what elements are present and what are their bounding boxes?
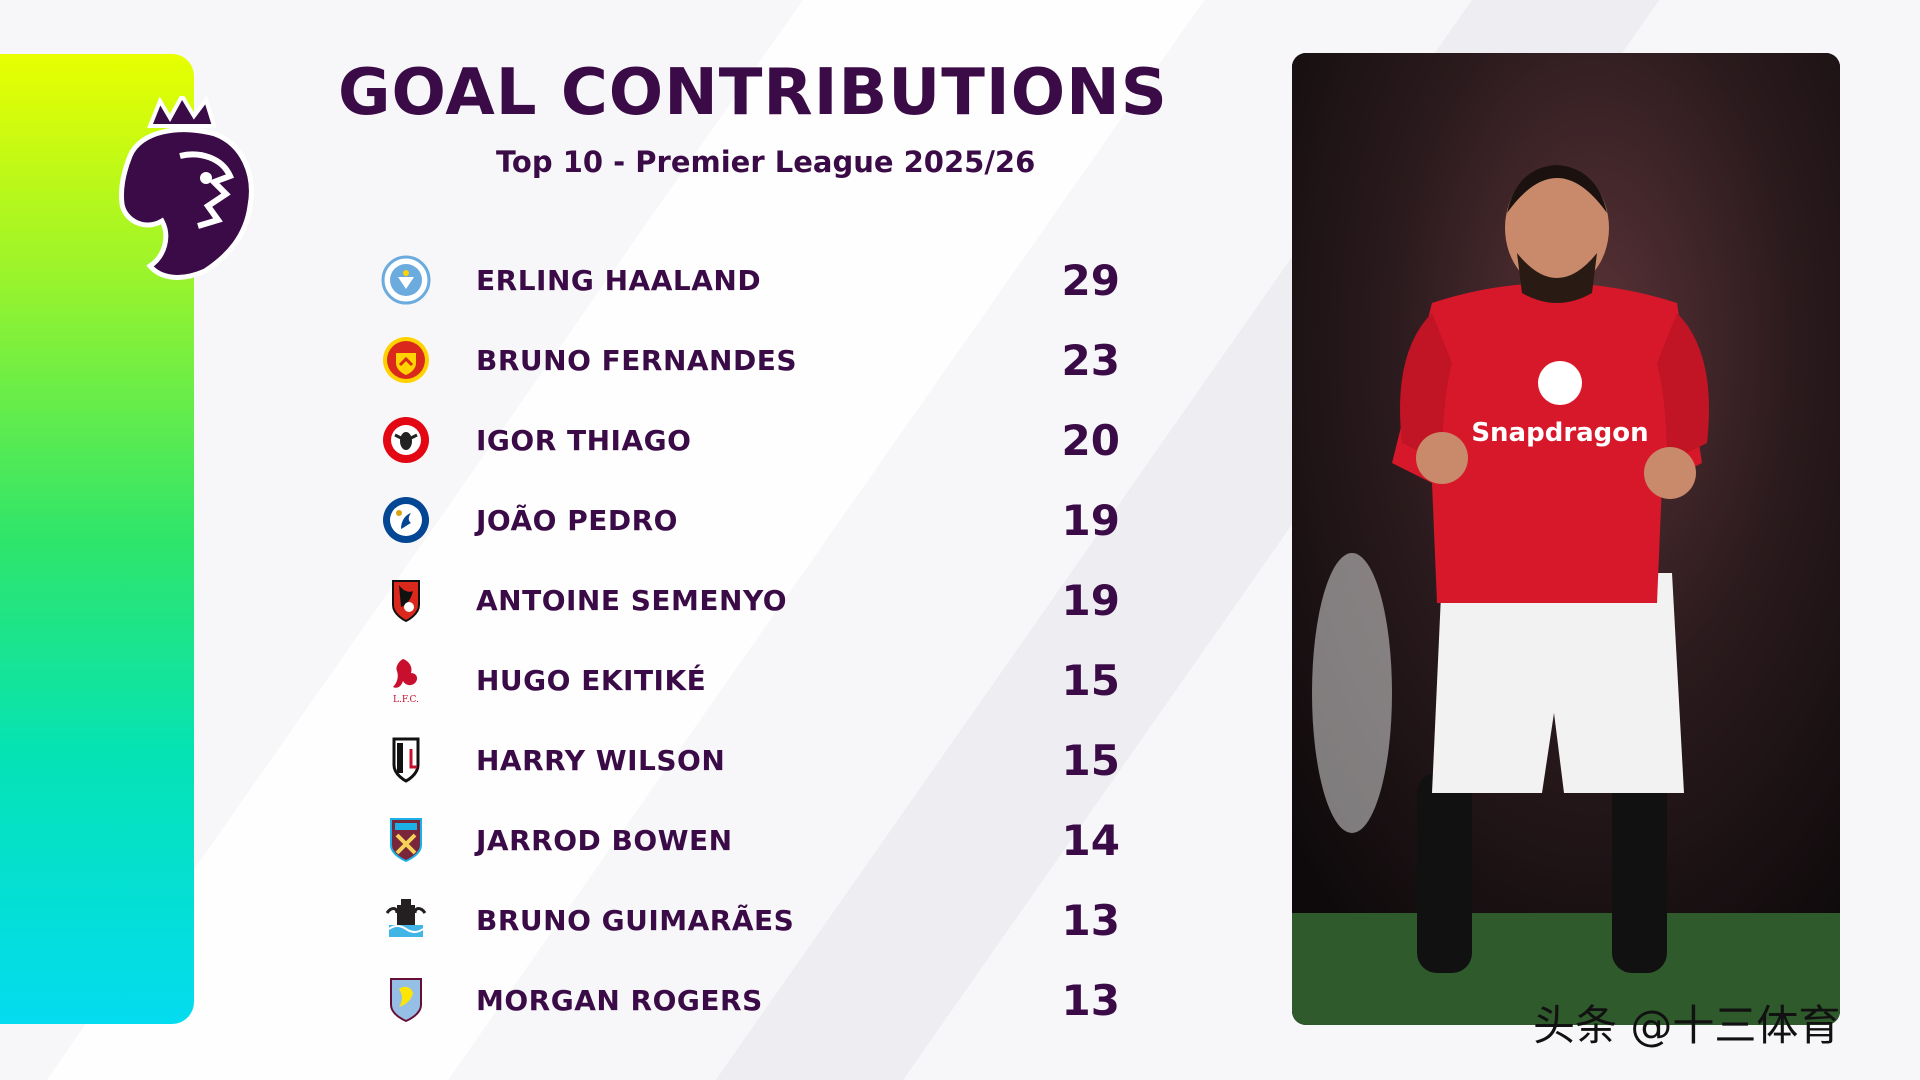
leaderboard-row: L.F.C. HUGO EKITIKÉ 15 <box>380 640 1120 720</box>
watermark: 头条 @十三体育 <box>1533 1001 1841 1050</box>
leaderboard-row: BRUNO GUIMARÃES 13 <box>380 880 1120 960</box>
player-celebration-photo: Snapdragon <box>1292 53 1840 1025</box>
goal-contributions-value: 15 <box>1061 655 1120 705</box>
leaderboard-row: MORGAN ROGERS 13 <box>380 960 1120 1040</box>
goal-contributions-value: 29 <box>1061 255 1120 305</box>
goal-contributions-value: 15 <box>1061 735 1120 785</box>
leaderboard-row: BRUNO FERNANDES 23 <box>380 320 1120 400</box>
svg-text:L.F.C.: L.F.C. <box>393 695 419 705</box>
leaderboard: ERLING HAALAND 29 BRUNO FERNANDES 23 IGO… <box>380 240 1120 1040</box>
bournemouth-crest-icon <box>380 574 432 626</box>
page-title: GOAL CONTRIBUTIONS <box>338 56 1168 130</box>
player-name: HUGO EKITIKÉ <box>476 663 707 697</box>
leaderboard-row: HARRY WILSON 15 <box>380 720 1120 800</box>
brentford-crest-icon <box>380 414 432 466</box>
shirt-sponsor-text: Snapdragon <box>1471 418 1648 448</box>
player-name: ANTOINE SEMENYO <box>476 583 788 617</box>
leaderboard-row: JARROD BOWEN 14 <box>380 800 1120 880</box>
goal-contributions-value: 19 <box>1061 575 1120 625</box>
west-ham-crest-icon <box>380 814 432 866</box>
player-name: HARRY WILSON <box>476 743 726 777</box>
leaderboard-row: IGOR THIAGO 20 <box>380 400 1120 480</box>
player-name: IGOR THIAGO <box>476 423 692 457</box>
player-name: ERLING HAALAND <box>476 263 762 297</box>
player-name: JOÃO PEDRO <box>476 503 678 537</box>
leaderboard-row: ERLING HAALAND 29 <box>380 240 1120 320</box>
goal-contributions-value: 20 <box>1061 415 1120 465</box>
aston-villa-crest-icon <box>380 974 432 1026</box>
premier-league-lion-logo-icon <box>110 91 260 282</box>
leaderboard-row: JOÃO PEDRO 19 <box>380 480 1120 560</box>
newcastle-crest-icon <box>380 894 432 946</box>
goal-contributions-value: 23 <box>1061 335 1120 385</box>
liverpool-crest-icon: L.F.C. <box>380 654 432 706</box>
player-name: MORGAN ROGERS <box>476 983 763 1017</box>
leaderboard-row: ANTOINE SEMENYO 19 <box>380 560 1120 640</box>
goal-contributions-value: 13 <box>1061 895 1120 945</box>
player-name: JARROD BOWEN <box>476 823 733 857</box>
chelsea-crest-icon <box>380 494 432 546</box>
page-subtitle: Top 10 - Premier League 2025/26 <box>496 145 1036 179</box>
goal-contributions-value: 14 <box>1061 815 1120 865</box>
man-city-crest-icon <box>380 254 432 306</box>
player-name: BRUNO GUIMARÃES <box>476 903 795 937</box>
goal-contributions-value: 19 <box>1061 495 1120 545</box>
goal-contributions-value: 13 <box>1061 975 1120 1025</box>
fulham-crest-icon <box>380 734 432 786</box>
man-utd-crest-icon <box>380 334 432 386</box>
player-name: BRUNO FERNANDES <box>476 343 798 377</box>
